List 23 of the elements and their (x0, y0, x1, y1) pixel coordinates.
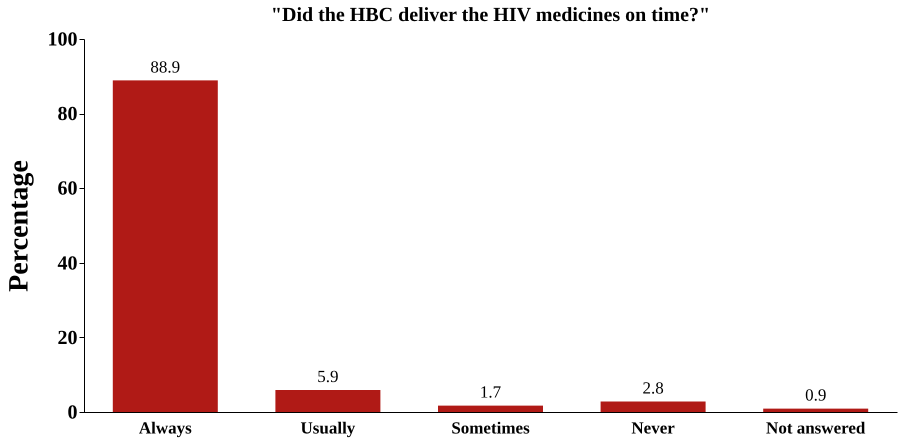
bar (438, 406, 543, 412)
data-label: 1.7 (480, 382, 502, 402)
x-tick-label: Usually (300, 418, 356, 438)
bar (763, 408, 868, 412)
chart-title: "Did the HBC deliver the HIV medicines on time?" (270, 4, 710, 26)
data-label: 2.8 (642, 378, 664, 398)
x-tick-label: Not answered (766, 418, 866, 438)
x-tick-label: Sometimes (451, 418, 530, 438)
y-tick-label: 60 (58, 178, 78, 200)
y-tick-label: 0 (68, 402, 78, 424)
y-axis-title: Percentage (4, 160, 34, 292)
bar (112, 80, 218, 412)
data-label: 0.9 (805, 386, 826, 405)
y-tick-label: 80 (58, 103, 78, 126)
x-tick-label: Never (631, 418, 676, 438)
y-tick-label: 100 (48, 28, 78, 50)
bar (275, 390, 380, 412)
data-label: 88.9 (150, 57, 180, 76)
data-label: 5.9 (317, 366, 339, 386)
bar (600, 402, 706, 412)
y-tick-label: 20 (58, 326, 78, 349)
y-tick-label: 40 (58, 252, 78, 274)
x-tick-label: Always (138, 418, 192, 438)
